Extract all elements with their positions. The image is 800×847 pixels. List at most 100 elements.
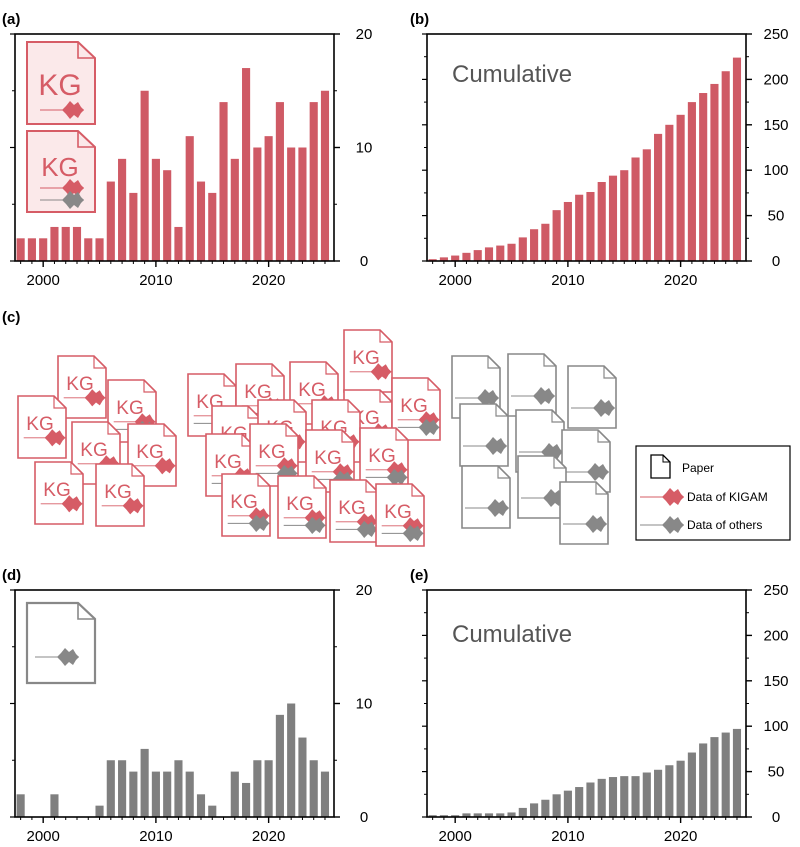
x-tick-label: 2010 xyxy=(551,272,584,289)
panel-label-e: (e) xyxy=(410,567,428,584)
kg-paper-icon: KG xyxy=(127,423,177,487)
bar-b-2006 xyxy=(518,237,527,261)
bar-b-2002 xyxy=(473,250,482,261)
kg-paper-icon: KG xyxy=(375,483,425,547)
bar-d-2014 xyxy=(196,794,206,817)
bar-b-2003 xyxy=(484,247,494,261)
bar-e-2016 xyxy=(631,776,640,817)
y-tick-label: 150 xyxy=(763,673,788,690)
bar-a-2012 xyxy=(174,226,183,261)
y-tick-label: 10 xyxy=(356,696,373,713)
bar-d-2012 xyxy=(174,760,183,817)
kg-paper-icon: KG xyxy=(57,355,107,419)
panel-a-ticks: 2000 2010 2020 0 10 20 xyxy=(10,26,372,289)
y-tick-label: 0 xyxy=(772,809,780,826)
others-paper-icon xyxy=(459,403,509,467)
kg-icon-text: KG xyxy=(298,380,325,401)
legend-paper-label: Paper xyxy=(682,461,714,475)
bar-d-2006 xyxy=(106,760,115,817)
bar-d-2024 xyxy=(309,760,318,817)
kg-paper-icon: KG xyxy=(249,423,299,487)
panel-label-b: (b) xyxy=(410,11,429,28)
bar-b-2024 xyxy=(721,71,730,261)
bar-a-2010 xyxy=(151,158,160,261)
panel-e: (e) 2000 2010 2020 0 50 100 150 200 250 Cumulati… xyxy=(410,567,789,845)
bar-d-2005 xyxy=(95,805,104,817)
bar-e-2007 xyxy=(530,803,539,817)
bar-a-2009 xyxy=(140,90,149,261)
y-tick-label: 100 xyxy=(763,718,788,735)
panel-a-bars xyxy=(16,68,330,261)
kg-paper-icon: KG xyxy=(26,41,96,125)
bar-a-2013 xyxy=(185,136,194,261)
bar-e-2023 xyxy=(710,737,719,817)
x-tick-label: 2020 xyxy=(252,272,285,289)
kg-icon-text: KG xyxy=(41,152,79,182)
panel-d-ticks: 2000 2010 2020 0 10 20 xyxy=(10,582,372,845)
bar-e-2022 xyxy=(699,743,708,817)
y-tick-label: 250 xyxy=(763,582,788,599)
y-tick-label: 0 xyxy=(772,253,780,270)
kg-icon-text: KG xyxy=(66,374,93,395)
x-tick-label: 2020 xyxy=(664,272,697,289)
others-paper-icon xyxy=(25,601,97,685)
bar-e-2018 xyxy=(654,769,663,817)
y-tick-label: 200 xyxy=(763,71,788,88)
bar-d-2019 xyxy=(253,760,262,817)
bar-d-2015 xyxy=(208,805,217,817)
bar-a-2019 xyxy=(253,147,262,261)
y-tick-label: 50 xyxy=(768,764,785,781)
bar-a-2021 xyxy=(275,102,284,261)
panel-e-ticks: 2000 2010 2020 0 50 100 150 200 250 xyxy=(422,582,789,845)
panel-d: (d) 2000 2010 2020 0 10 20 xyxy=(2,567,372,845)
bar-a-2020 xyxy=(264,136,273,261)
x-tick-label: 2020 xyxy=(664,828,697,845)
bar-d-2017 xyxy=(230,771,239,817)
bar-e-2000 xyxy=(451,815,460,817)
kg-icon-text: KG xyxy=(338,498,365,519)
kg-paper-icon: KG xyxy=(305,429,355,493)
bar-d-2007 xyxy=(118,760,127,817)
kg-icon-text: KG xyxy=(384,502,411,523)
kg-icon-text: KG xyxy=(136,442,163,463)
bar-d-2009 xyxy=(140,748,149,817)
bar-e-2014 xyxy=(608,777,618,817)
bar-b-2012 xyxy=(586,191,595,261)
y-tick-label: 20 xyxy=(356,582,373,599)
y-tick-label: 0 xyxy=(360,809,368,826)
bar-b-2015 xyxy=(620,170,629,261)
bar-b-2010 xyxy=(563,201,572,261)
x-tick-label: 2010 xyxy=(139,272,172,289)
others-paper-icon xyxy=(461,465,511,529)
bar-b-2022 xyxy=(699,93,708,262)
bar-d-2013 xyxy=(185,771,194,817)
x-tick-label: 2000 xyxy=(438,828,471,845)
bar-e-2015 xyxy=(620,776,629,817)
bar-d-2001 xyxy=(50,794,59,817)
y-tick-label: 0 xyxy=(360,253,368,270)
kg-icon-text: KG xyxy=(400,396,427,417)
bar-b-2017 xyxy=(642,149,651,261)
bar-b-2018 xyxy=(654,133,663,261)
panel-a: (a) 2000 2010 2020 0 10 20 KG KG xyxy=(2,11,372,289)
bar-d-2025 xyxy=(320,771,330,817)
bar-a-2008 xyxy=(129,192,138,261)
bar-e-1998 xyxy=(428,815,437,817)
bar-b-2008 xyxy=(541,223,550,261)
bar-e-2002 xyxy=(473,813,482,817)
bar-e-2013 xyxy=(597,778,606,817)
others-paper-icon xyxy=(559,481,609,545)
y-tick-label: 150 xyxy=(763,117,788,134)
y-tick-label: 100 xyxy=(763,162,788,179)
bar-e-2009 xyxy=(552,794,561,817)
legend-others-label: Data of others xyxy=(687,518,762,532)
legend-kigam-label: Data of KIGAM xyxy=(687,490,768,504)
kg-icon-text: KG xyxy=(244,382,271,403)
bar-e-2020 xyxy=(676,760,685,817)
panel-b-bars xyxy=(428,57,742,262)
kg-icon-text: KG xyxy=(314,448,341,469)
bar-b-1999 xyxy=(439,257,448,261)
bar-e-2001 xyxy=(462,813,471,817)
bar-a-2015 xyxy=(208,192,217,261)
